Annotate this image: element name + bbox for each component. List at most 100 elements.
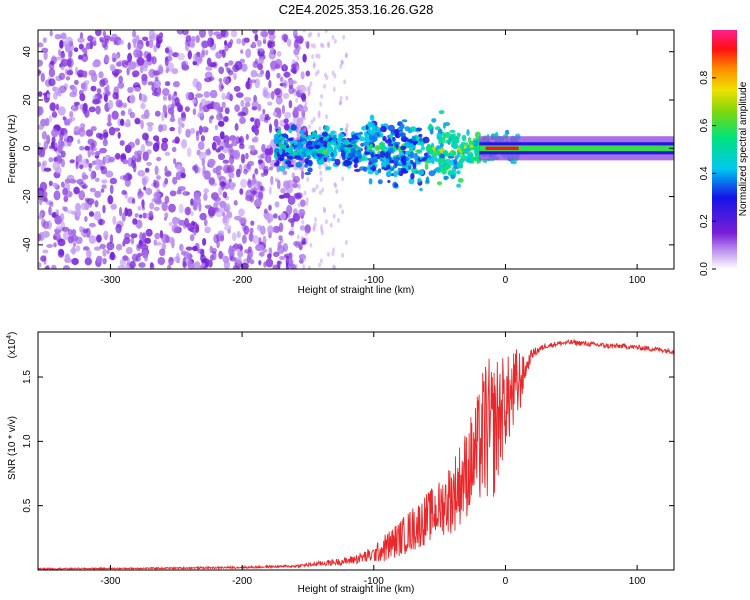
noise-blob bbox=[132, 70, 140, 77]
noise-blob bbox=[157, 64, 164, 75]
x-tick-label: -300 bbox=[100, 576, 120, 587]
noise-blob bbox=[137, 252, 143, 257]
noise-blob bbox=[55, 225, 63, 231]
noise-blob bbox=[197, 141, 205, 151]
signal-blob bbox=[369, 143, 373, 151]
noise-blob bbox=[48, 157, 54, 163]
noise-blob bbox=[106, 249, 110, 255]
noise-blob bbox=[127, 141, 135, 149]
noise-blob bbox=[267, 30, 275, 35]
noise-blob bbox=[153, 180, 160, 189]
noise-blob bbox=[79, 32, 84, 39]
noise-blob bbox=[40, 148, 46, 158]
noise-blob bbox=[287, 195, 296, 205]
signal-blob bbox=[401, 119, 408, 123]
noise-blob bbox=[169, 190, 177, 197]
noise-blob bbox=[304, 231, 308, 237]
signal-blob bbox=[450, 141, 458, 149]
signal-blob bbox=[449, 129, 456, 133]
noise-blob bbox=[283, 123, 291, 131]
noise-blob bbox=[258, 260, 262, 266]
noise-blob bbox=[167, 107, 175, 115]
noise-blob bbox=[107, 99, 114, 110]
noise-blob bbox=[127, 174, 133, 180]
noise-blob bbox=[257, 103, 262, 112]
noise-blob bbox=[112, 215, 117, 225]
y-tick-label: 20 bbox=[22, 94, 33, 106]
noise-blob bbox=[84, 257, 93, 266]
noise-blob bbox=[119, 258, 127, 266]
noise-blob bbox=[58, 249, 65, 256]
signal-blob bbox=[429, 148, 434, 156]
noise-blob bbox=[218, 66, 225, 75]
noise-blob bbox=[184, 44, 190, 52]
noise-blob bbox=[77, 73, 84, 78]
noise-blob bbox=[109, 184, 114, 195]
noise-blob bbox=[115, 223, 122, 234]
noise-blob bbox=[52, 161, 61, 171]
noise-blob bbox=[298, 84, 306, 94]
noise-blob bbox=[323, 84, 327, 89]
noise-blob bbox=[117, 132, 121, 139]
noise-blob bbox=[270, 47, 275, 55]
signal-blob bbox=[427, 143, 431, 148]
signal-blob bbox=[282, 144, 287, 151]
noise-blob bbox=[40, 72, 45, 83]
signal-blob bbox=[300, 141, 308, 145]
noise-blob bbox=[168, 256, 174, 266]
noise-blob bbox=[82, 102, 88, 112]
noise-blob bbox=[143, 109, 150, 119]
noise-blob bbox=[268, 204, 272, 211]
noise-blob bbox=[275, 95, 283, 105]
noise-blob bbox=[38, 70, 42, 75]
signal-blob bbox=[378, 168, 382, 173]
noise-blob bbox=[213, 234, 219, 244]
signal-blob bbox=[436, 181, 443, 186]
noise-blob bbox=[274, 201, 280, 208]
noise-blob bbox=[233, 149, 241, 160]
noise-blob bbox=[75, 245, 81, 252]
colorbar-tick-label: 0.2 bbox=[699, 214, 710, 228]
noise-blob bbox=[221, 92, 226, 101]
noise-blob bbox=[300, 109, 304, 114]
noise-blob bbox=[102, 129, 109, 139]
noise-blob bbox=[88, 222, 96, 228]
noise-blob bbox=[267, 225, 274, 234]
y-tick-label: -20 bbox=[22, 189, 33, 204]
noise-blob bbox=[215, 135, 221, 141]
signal-blob bbox=[370, 152, 375, 158]
noise-blob bbox=[104, 54, 110, 64]
signal-blob bbox=[324, 125, 330, 132]
noise-blob bbox=[303, 103, 307, 109]
noise-blob bbox=[283, 181, 290, 190]
signal-blob bbox=[385, 139, 392, 144]
signal-blob bbox=[273, 139, 281, 145]
noise-blob bbox=[112, 57, 117, 63]
signal-blob bbox=[327, 141, 332, 147]
signal-blob bbox=[512, 160, 517, 165]
noise-blob bbox=[216, 112, 223, 121]
noise-blob bbox=[275, 63, 280, 70]
noise-blob bbox=[106, 84, 110, 92]
x-tick-label: 100 bbox=[629, 576, 646, 587]
noise-blob bbox=[282, 243, 289, 252]
noise-blob bbox=[334, 183, 338, 189]
signal-blob bbox=[314, 144, 321, 149]
noise-blob bbox=[40, 255, 46, 262]
signal-blob bbox=[327, 145, 334, 152]
noise-blob bbox=[138, 262, 146, 268]
noise-blob bbox=[92, 61, 100, 68]
signal-blob bbox=[443, 175, 449, 180]
noise-blob bbox=[160, 141, 168, 152]
signal-blob bbox=[412, 136, 417, 142]
noise-blob bbox=[42, 37, 47, 43]
noise-blob bbox=[96, 234, 102, 243]
noise-blob bbox=[273, 213, 278, 219]
spectrogram-y-label: Frequency (Hz) bbox=[7, 115, 18, 184]
noise-blob bbox=[64, 43, 71, 53]
noise-blob bbox=[275, 88, 283, 99]
noise-blob bbox=[45, 117, 50, 127]
noise-blob bbox=[73, 186, 80, 195]
noise-blob bbox=[193, 195, 201, 206]
noise-blob bbox=[103, 95, 107, 101]
